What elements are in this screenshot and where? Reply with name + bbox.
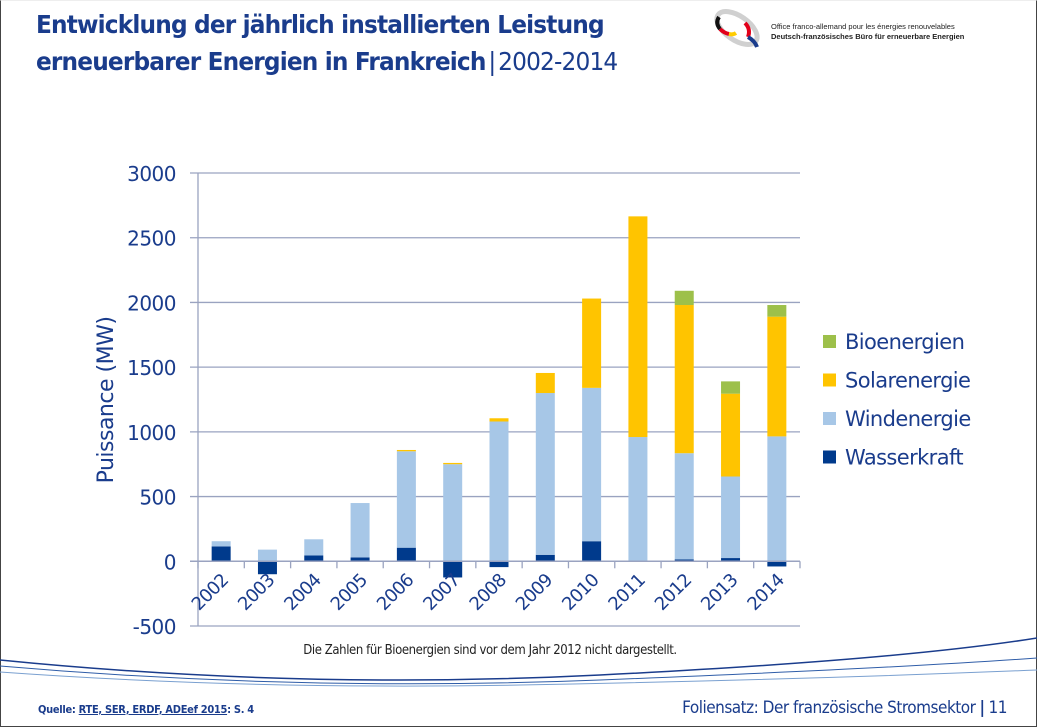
page-number: 11 <box>988 698 1008 718</box>
footer-text: Foliensatz: Der französische Stromsektor <box>682 698 976 718</box>
logo-ring-icon <box>714 9 760 48</box>
bar-segment-windenergie-2002 <box>211 541 231 547</box>
legend-label-windenergie: Windenergie <box>845 407 971 431</box>
bar-segment-wasserkraft-2006 <box>396 547 416 562</box>
legend-label-solarenergie: Solarenergie <box>845 369 970 393</box>
decorative-wave <box>0 637 1037 687</box>
legend-swatch-windenergie <box>823 412 836 425</box>
axes <box>190 173 801 626</box>
bar-segment-windenergie-2012 <box>674 453 694 560</box>
bar-segment-windenergie-2008 <box>489 421 509 562</box>
source-link[interactable]: RTE, SER, ERDF, ADEef 2015 <box>78 703 228 716</box>
bar-segment-wasserkraft-2004 <box>304 555 324 562</box>
legend-label-bioenergien: Bioenergien <box>845 330 964 354</box>
bar-segment-wasserkraft-2007 <box>443 561 463 578</box>
bar-segment-wasserkraft-2009 <box>535 554 555 562</box>
y-tick-label: 2500 <box>127 227 176 251</box>
bar-segment-windenergie-2009 <box>535 393 555 555</box>
bar-segment-bioenergien-2013 <box>721 381 741 394</box>
y-tick-label: 0 <box>164 550 176 574</box>
bar-segment-wasserkraft-2010 <box>582 541 602 562</box>
y-tick-label: 1000 <box>127 421 176 445</box>
bar-segment-solarenergie-2006 <box>396 449 416 452</box>
bar-segment-solarenergie-2009 <box>535 372 555 394</box>
bar-segment-windenergie-2005 <box>350 503 370 558</box>
x-tick-label: 2013 <box>697 570 742 615</box>
logo-text-de: Deutsch-französisches Büro für erneuerba… <box>771 32 965 41</box>
bar-segment-solarenergie-2012 <box>674 305 694 454</box>
slide-title: Entwicklung der jährlich installierten L… <box>36 6 618 80</box>
legend-label-wasserkraft: Wasserkraft <box>845 446 963 470</box>
bar-segment-bioenergien-2014 <box>767 305 787 317</box>
bar-segment-solarenergie-2008 <box>489 418 509 422</box>
bar-segment-solarenergie-2010 <box>582 298 602 388</box>
bar-segment-windenergie-2010 <box>582 387 602 542</box>
x-tick-label: 2004 <box>280 570 325 615</box>
y-tick-labels: -500 0 500 1000 1500 2000 2500 3000 <box>127 162 176 639</box>
title-years: 2002-2014 <box>498 47 618 76</box>
bar-segment-windenergie-2006 <box>396 451 416 548</box>
y-tick-label: 2000 <box>127 291 176 315</box>
legend-swatch-wasserkraft <box>823 450 836 464</box>
y-tick-label: -500 <box>133 615 176 639</box>
y-tick-label: 3000 <box>127 162 176 186</box>
x-tick-label: 2003 <box>234 570 279 615</box>
x-tick-label: 2014 <box>743 570 788 615</box>
bar-segment-wasserkraft-2014 <box>767 561 787 567</box>
x-tick-label: 2005 <box>327 570 372 615</box>
bar-segment-windenergie-2007 <box>443 464 463 562</box>
x-tick-label: 2006 <box>373 570 418 615</box>
dfbee-logo: Office franco-allemand pour les énergies… <box>711 7 1031 52</box>
bar-segment-wasserkraft-2005 <box>350 557 370 562</box>
x-tick-label: 2002 <box>188 570 233 615</box>
slide-footer: Foliensatz: Der französische Stromsektor… <box>682 698 1007 718</box>
footer-separator: | <box>979 698 985 718</box>
title-line-2-text: erneuerbarer Energien in Frankreich <box>36 47 486 76</box>
bar-segment-wasserkraft-2003 <box>257 561 277 575</box>
bars <box>211 216 787 578</box>
bar-segment-wasserkraft-2008 <box>489 561 509 568</box>
legend-swatch-solarenergie <box>823 373 836 387</box>
legend: Bioenergien Solarenergie Windenergie Wasser… <box>823 330 971 470</box>
title-line-1: Entwicklung der jährlich installierten L… <box>36 10 605 39</box>
bar-segment-windenergie-2011 <box>628 437 648 562</box>
bar-segment-windenergie-2013 <box>721 476 741 559</box>
chart-footnote: Die Zahlen für Bioenergien sind vor dem … <box>303 643 677 658</box>
bar-segment-windenergie-2003 <box>257 549 277 562</box>
source-label: Quelle: <box>38 703 79 716</box>
bar-segment-windenergie-2004 <box>304 539 324 556</box>
bar-segment-wasserkraft-2012 <box>674 559 694 562</box>
logo-text-fr: Office franco-allemand pour les énergies… <box>771 22 955 31</box>
title-separator: | <box>488 47 496 76</box>
legend-swatch-bioenergien <box>823 335 836 348</box>
y-tick-label: 500 <box>139 486 176 510</box>
source-citation: Quelle: RTE, SER, ERDF, ADEef 2015: S. 4 <box>38 703 254 716</box>
bar-segment-bioenergien-2012 <box>674 290 694 306</box>
bar-segment-solarenergie-2013 <box>721 393 741 477</box>
logo-text: Office franco-allemand pour les énergies… <box>771 22 964 42</box>
bar-segment-solarenergie-2011 <box>628 216 648 438</box>
x-tick-label: 2012 <box>651 570 696 615</box>
source-suffix: : S. 4 <box>227 703 254 716</box>
title-line-2: erneuerbarer Energien in Frankreich | 2002… <box>36 43 618 80</box>
x-tick-label: 2010 <box>558 570 603 615</box>
y-tick-label: 1500 <box>127 356 176 380</box>
bar-segment-solarenergie-2007 <box>443 462 463 465</box>
y-axis-label: Puissance (MW) <box>94 317 119 484</box>
bar-segment-wasserkraft-2002 <box>211 546 231 562</box>
bar-segment-windenergie-2014 <box>767 436 787 562</box>
x-tick-label: 2008 <box>466 570 511 615</box>
x-tick-label: 2011 <box>604 570 649 615</box>
bar-segment-solarenergie-2014 <box>767 316 787 437</box>
x-tick-labels: 2002 2003 2004 2005 2006 2007 2008 2009 2010 2011… <box>188 570 789 615</box>
bar-segment-wasserkraft-2013 <box>721 558 741 562</box>
x-tick-label: 2009 <box>512 570 557 615</box>
